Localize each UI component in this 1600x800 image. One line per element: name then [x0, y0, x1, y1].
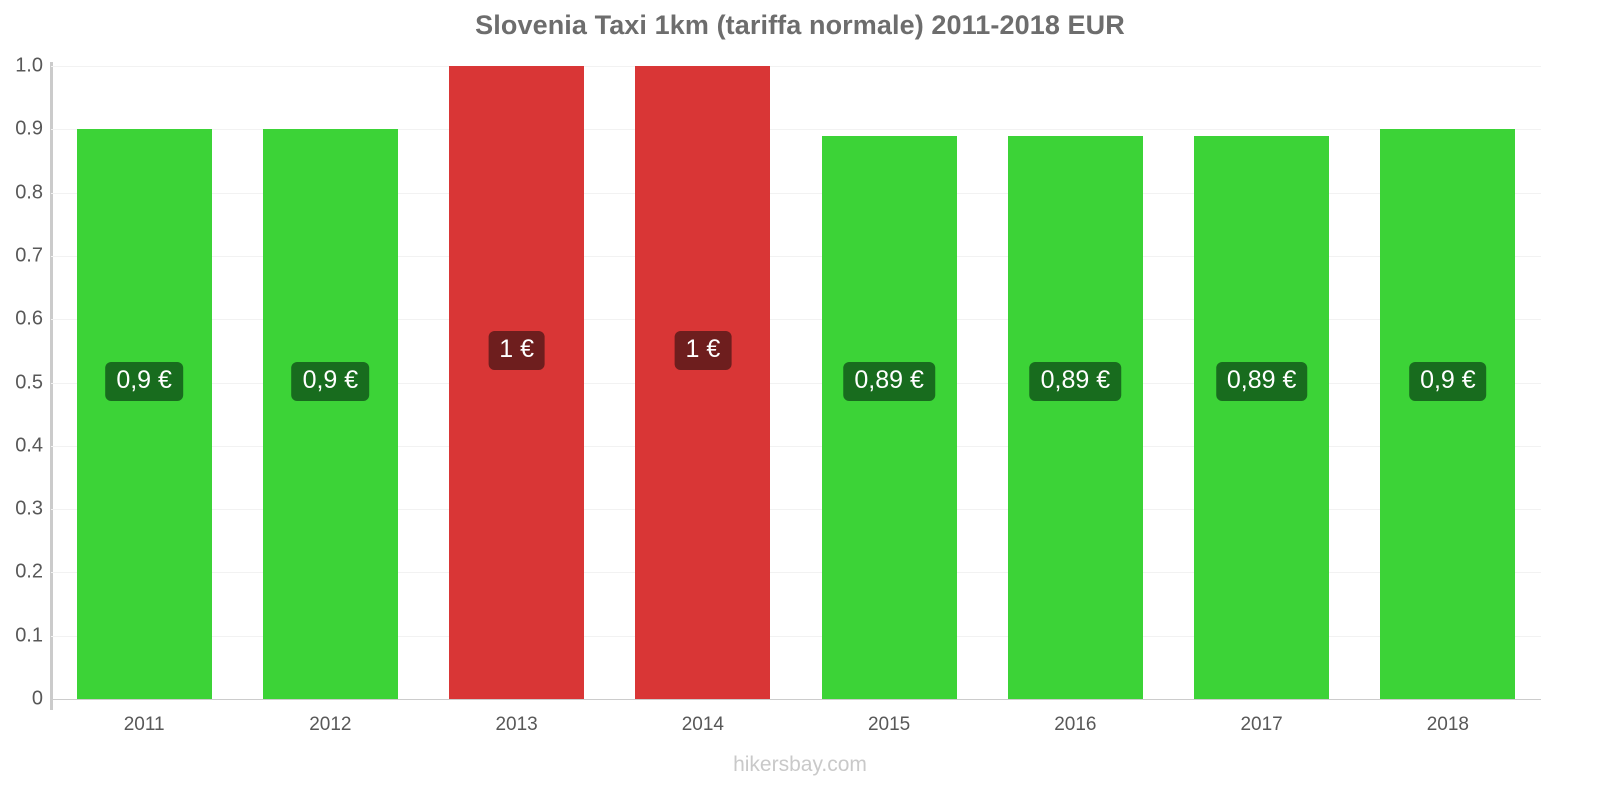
gridline	[51, 319, 1541, 321]
x-tick-label: 2011	[123, 714, 165, 735]
x-tick-label: 2014	[681, 714, 725, 735]
y-tick-label: 0.4	[15, 434, 43, 457]
bar-value-label: 1 €	[488, 330, 546, 370]
bar-value-label: 0,9 €	[105, 362, 183, 402]
bar[interactable]	[1007, 135, 1143, 699]
x-tick-label: 2017	[1240, 714, 1283, 735]
y-tick-label: 1.0	[15, 54, 43, 77]
bar-group[interactable]: 0,9 €	[1380, 129, 1516, 699]
gridline	[51, 192, 1541, 194]
bar-value-label: 1 €	[674, 330, 732, 370]
y-tick-label: 0.5	[15, 371, 43, 393]
y-axis-line	[50, 62, 53, 710]
y-tick-label: 0.8	[15, 181, 43, 204]
chart-title: Slovenia Taxi 1km (tariffa normale) 2011…	[475, 10, 1125, 40]
bar[interactable]	[449, 66, 585, 699]
y-tick-label: 0.6	[15, 307, 43, 330]
y-tick-label: 0.9	[15, 117, 43, 140]
bar-value-label: 0,89 €	[1029, 362, 1122, 402]
bar-value-label: 0,89 €	[843, 362, 935, 402]
x-tick-label: 2016	[1054, 714, 1097, 735]
bar-value-label: 0,9 €	[291, 362, 370, 402]
gridline	[51, 699, 1541, 700]
y-tick-label: 0.1	[15, 624, 43, 647]
y-tick-label: 0.2	[15, 560, 43, 583]
bar[interactable]	[262, 129, 398, 699]
bar-group[interactable]: 1 €	[449, 66, 585, 699]
bar-group[interactable]: 0,89 €	[1007, 135, 1143, 699]
x-tick-label: 2015	[867, 714, 911, 735]
footer-watermark: hikersbay.com	[733, 753, 867, 776]
bar-value-label: 0,9 €	[1409, 362, 1487, 402]
bar[interactable]	[821, 135, 957, 699]
bar[interactable]	[1380, 129, 1516, 699]
bar[interactable]	[76, 129, 212, 699]
gridline	[51, 635, 1541, 637]
bar-group[interactable]: 0,89 €	[821, 135, 957, 699]
gridline	[51, 445, 1541, 447]
bar-value-label: 0,89 €	[1215, 362, 1308, 402]
bar-group[interactable]: 1 €	[635, 66, 771, 699]
x-tick-label: 2013	[495, 714, 538, 735]
gridline	[51, 572, 1541, 574]
y-tick-label: 0.3	[15, 497, 43, 520]
bar[interactable]	[1194, 135, 1330, 699]
y-tick-label: 0.7	[15, 244, 43, 267]
plot-area: 0 0.1 0.2 0.3 0.4 0.5 0.6 0.7 0.8 0.9 1.0 0,9 € 0,9…	[15, 55, 1541, 710]
bar-group[interactable]: 0,89 €	[1194, 135, 1330, 699]
gridline	[51, 509, 1541, 511]
bar[interactable]	[635, 66, 771, 699]
y-tick-label: 0	[31, 687, 43, 710]
bar-group[interactable]: 0,9 €	[76, 129, 212, 699]
gridline	[51, 382, 1541, 384]
gridline	[51, 66, 1541, 67]
gridline	[51, 255, 1541, 257]
bar-group[interactable]: 0,9 €	[262, 129, 398, 699]
gridline	[51, 129, 1541, 131]
x-tick-label: 2018	[1426, 714, 1470, 735]
x-tick-label: 2012	[309, 714, 352, 735]
